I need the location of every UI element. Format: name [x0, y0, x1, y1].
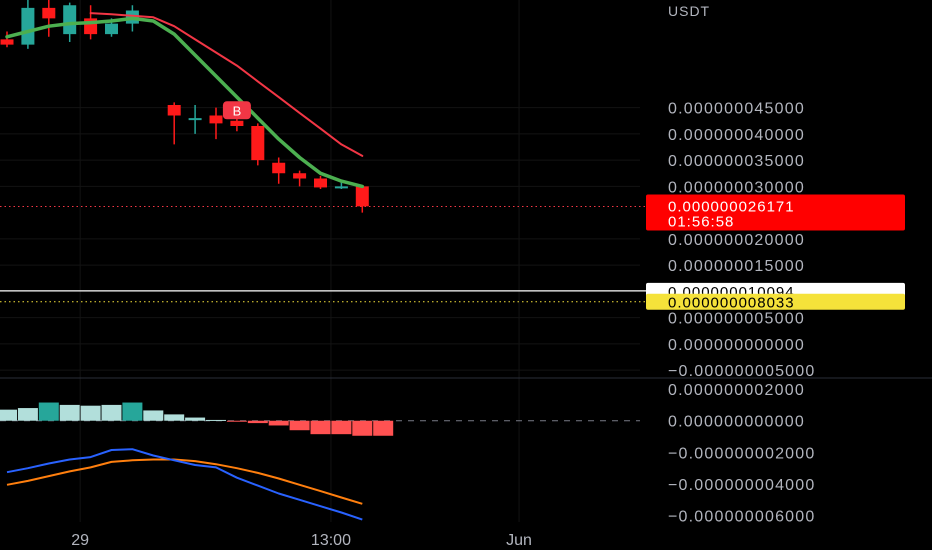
candle [272, 157, 286, 184]
price-tick-label: 0.000000000000 [668, 337, 805, 354]
macd-histogram-bar [352, 420, 373, 436]
price-tick-label: 0.000000045000 [668, 101, 805, 118]
macd-tick-label: 0.000000000000 [668, 414, 805, 431]
signal-markers: B [222, 101, 251, 120]
macd-histogram-bar [0, 409, 17, 421]
macd-tick-label: −0.000000006000 [668, 509, 815, 526]
candle [21, 0, 35, 49]
candle [0, 31, 14, 48]
line-price-label: 0.000000008033 [668, 295, 795, 312]
macd-signal-line [6, 458, 363, 505]
price-axis[interactable]: USDT 0.000000045000 0.000000040000 0.00000… [668, 3, 815, 380]
price-tick-label: 0.000000020000 [668, 232, 805, 249]
candle [188, 105, 202, 134]
macd-axis[interactable]: 0.000000002000 0.000000000000 −0.000000002… [668, 382, 815, 526]
price-badge-2: 0.000000008033 [646, 293, 905, 312]
time-tick-label: 13:00 [311, 532, 351, 549]
time-axis[interactable]: 29 13:00 Jun [71, 532, 532, 549]
candle [293, 170, 307, 187]
macd-tick-label: −0.000000004000 [668, 477, 815, 494]
buy-marker-label: B [233, 103, 242, 118]
macd-histogram-bar [268, 420, 289, 426]
last-price-label: 0.000000026171 [668, 198, 795, 215]
grid-lines [0, 0, 932, 522]
macd-tick-label: 0.000000002000 [668, 382, 805, 399]
price-badges: 0.00000002617101:56:580.0000000100940.00… [646, 194, 905, 312]
macd-histogram-bar [226, 420, 247, 422]
candle [355, 185, 369, 213]
macd-histogram-bar [17, 408, 38, 421]
macd-histogram-bar [164, 414, 185, 421]
macd-histogram-bar [38, 402, 59, 421]
macd-histogram-bar [206, 419, 226, 421]
macd-line [6, 448, 363, 521]
ma-slow-line [89, 12, 364, 157]
macd-histogram-bar [331, 420, 352, 435]
price-horizontal-lines [0, 205, 650, 303]
candle [251, 123, 265, 166]
price-tick-label: −0.000000005000 [668, 363, 815, 380]
macd-histogram-bar [247, 420, 268, 424]
price-tick-label: 0.000000035000 [668, 153, 805, 170]
price-tick-label: 0.000000030000 [668, 179, 805, 196]
countdown-label: 01:56:58 [668, 213, 734, 230]
price-tick-label: 0.000000040000 [668, 127, 805, 144]
time-tick-label: 29 [71, 532, 89, 549]
candle [167, 102, 181, 145]
moving-average-lines [5, 12, 365, 189]
macd-histogram-bar [101, 404, 122, 421]
macd-histogram-bar [143, 410, 164, 421]
price-tick-label: 0.000000015000 [668, 258, 805, 275]
time-tick-label: Jun [506, 532, 532, 549]
macd-pane [0, 402, 640, 521]
macd-histogram-bar [185, 417, 206, 421]
macd-histogram-bar [59, 404, 80, 421]
buy-marker: B [222, 101, 251, 120]
candlestick-series [0, 0, 369, 213]
ma-fast-line [5, 16, 365, 189]
price-axis-unit: USDT [668, 3, 710, 19]
macd-histogram-bar [289, 420, 310, 431]
candle [42, 0, 56, 37]
candle [209, 107, 223, 140]
macd-histogram-bar [122, 402, 143, 421]
macd-histogram-bar [310, 420, 331, 435]
candle [314, 175, 327, 189]
price-tick-label: 0.000000005000 [668, 311, 805, 328]
macd-histogram-bar [373, 420, 394, 436]
macd-tick-label: −0.000000002000 [668, 445, 815, 462]
macd-histogram-bar [80, 405, 101, 421]
